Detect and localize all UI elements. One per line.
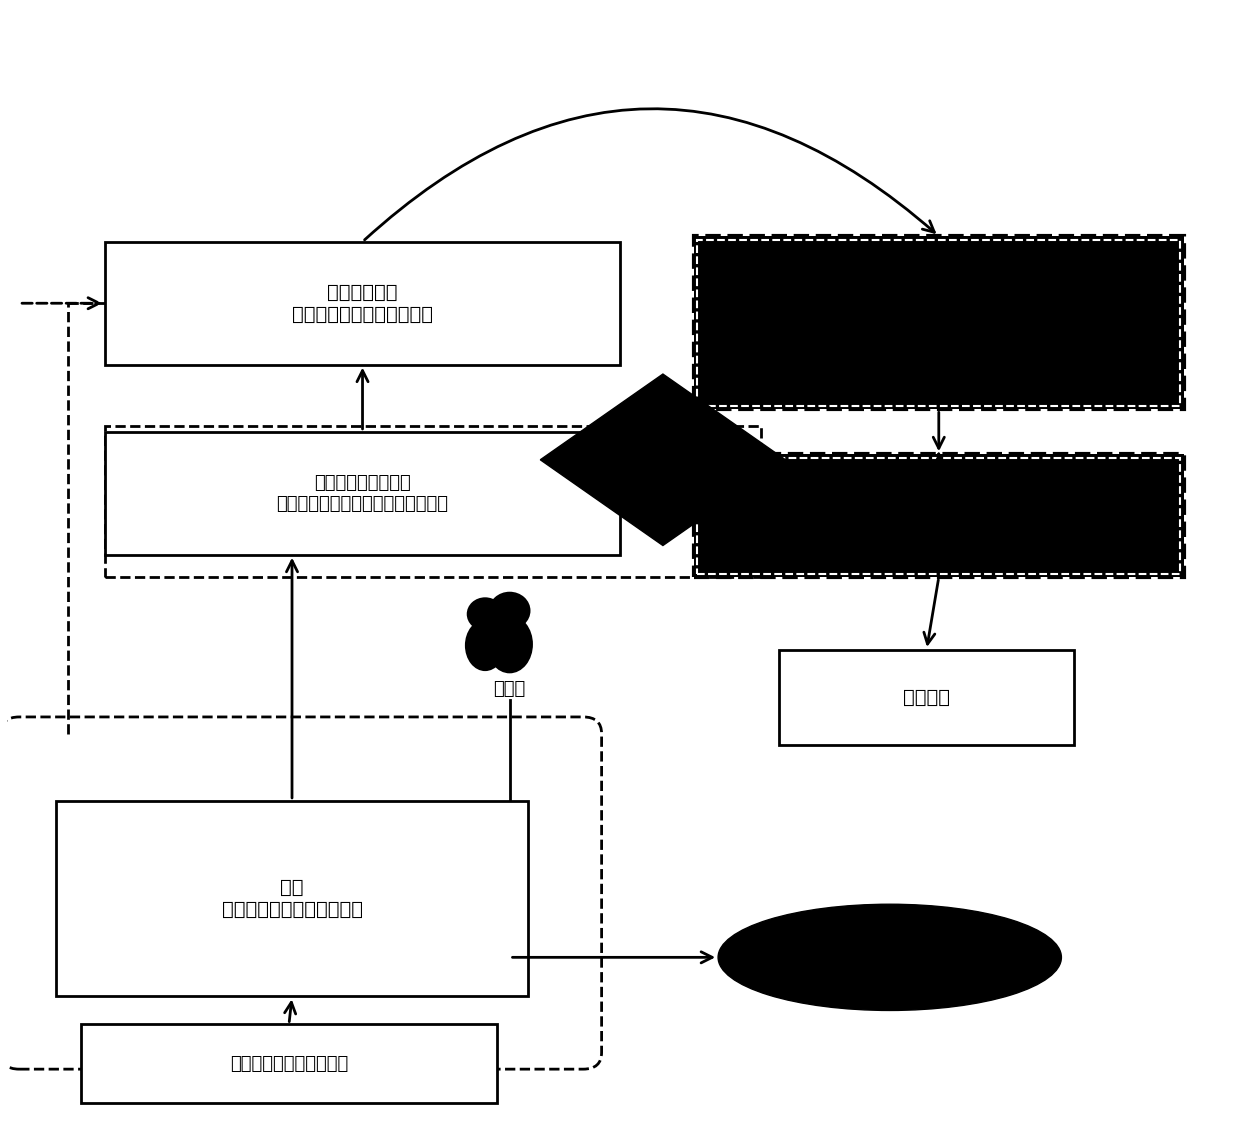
Bar	[105, 242, 620, 365]
Text: 种植户: 种植户	[494, 680, 526, 698]
Bar	[105, 431, 620, 555]
Bar	[697, 240, 1180, 406]
Text: 机器操纵: 机器操纵	[903, 688, 950, 706]
Text: 测量
（收集传感器数据并分析）: 测量 （收集传感器数据并分析）	[222, 878, 362, 919]
Bar	[693, 237, 1184, 410]
Text: 物联网技术，架设传感器: 物联网技术，架设传感器	[229, 1055, 348, 1072]
Ellipse shape	[486, 615, 533, 674]
Text: 种植户输入原始数据
（包括作物生长状态以及土壤条件）: 种植户输入原始数据 （包括作物生长状态以及土壤条件）	[277, 474, 449, 513]
Polygon shape	[541, 374, 785, 546]
Bar	[697, 457, 1180, 574]
Ellipse shape	[718, 904, 1061, 1011]
Circle shape	[489, 592, 531, 629]
Bar	[81, 1024, 497, 1103]
Bar	[56, 800, 528, 996]
Bar	[780, 650, 1074, 745]
Ellipse shape	[465, 619, 506, 671]
Text: 原始数据分析
（高级上下文解释和聚合）: 原始数据分析 （高级上下文解释和聚合）	[291, 283, 433, 324]
Bar	[693, 454, 1184, 577]
Circle shape	[466, 598, 503, 631]
Bar	[105, 427, 761, 577]
